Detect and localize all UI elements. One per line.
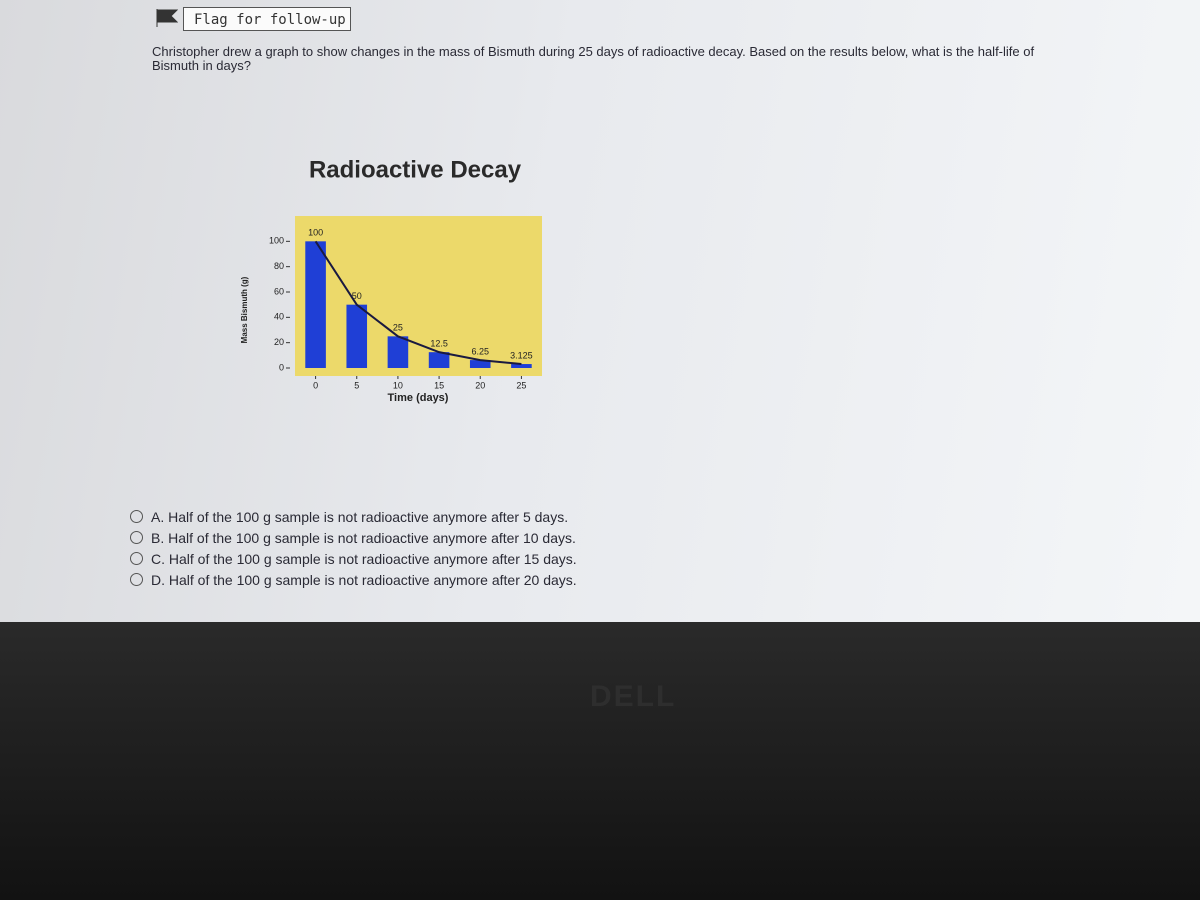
y-tick-label: 100 — [269, 236, 284, 246]
x-tick-label: 5 — [354, 380, 359, 390]
y-tick-label: 20 — [274, 337, 284, 347]
option-text[interactable]: A. Half of the 100 g sample is not radio… — [151, 508, 569, 525]
flag-button[interactable]: Flag for follow-up — [183, 7, 351, 31]
y-axis-title: Mass Bismuth (g) — [240, 276, 249, 343]
chart: Radioactive Decay Time (days) Mass Bismu… — [240, 156, 542, 404]
y-tick-label: 0 — [279, 362, 284, 372]
plot-background — [295, 216, 542, 376]
x-tick-label: 10 — [393, 380, 403, 390]
decay-curve — [314, 240, 522, 366]
brand-logo: DELL — [590, 680, 677, 713]
bar — [305, 241, 326, 368]
radio-button[interactable] — [130, 510, 143, 523]
option-text[interactable]: D. Half of the 100 g sample is not radio… — [151, 571, 577, 588]
chart-title: Radioactive Decay — [309, 156, 522, 183]
options: A. Half of the 100 g sample is not radio… — [130, 506, 577, 590]
data-label: 100 — [308, 228, 323, 238]
x-tick-label: 25 — [516, 380, 526, 390]
data-label: 3.125 — [510, 350, 533, 360]
answer-option[interactable]: A. Half of the 100 g sample is not radio… — [130, 506, 577, 527]
bar — [346, 304, 368, 368]
y-tick-label: 80 — [274, 261, 284, 271]
data-label: 12.5 — [430, 339, 448, 349]
answer-option[interactable]: C. Half of the 100 g sample is not radio… — [130, 548, 577, 569]
bar — [428, 352, 450, 368]
bar — [511, 364, 532, 368]
radio-button[interactable] — [130, 531, 143, 544]
flag-icon — [156, 9, 178, 27]
answer-option[interactable]: B. Half of the 100 g sample is not radio… — [130, 527, 577, 548]
option-text[interactable]: C. Half of the 100 g sample is not radio… — [151, 550, 577, 567]
radio-button[interactable] — [130, 552, 143, 565]
option-text[interactable]: B. Half of the 100 g sample is not radio… — [151, 529, 576, 546]
radio-button[interactable] — [130, 573, 143, 586]
bar — [387, 336, 409, 368]
bar — [469, 360, 491, 368]
laptop-bezel: DELL — [0, 622, 1200, 900]
data-label: 50 — [352, 291, 362, 301]
screen: Flag for follow-up Christopher drew a gr… — [0, 0, 1200, 622]
x-tick-label: 15 — [434, 380, 444, 390]
x-axis-title: Time (days) — [388, 392, 449, 404]
y-tick-label: 40 — [274, 312, 284, 322]
x-tick-label: 0 — [313, 380, 318, 390]
y-tick-label: 60 — [274, 286, 284, 296]
data-label: 6.25 — [471, 346, 489, 356]
data-label: 25 — [393, 323, 403, 333]
answer-option[interactable]: D. Half of the 100 g sample is not radio… — [130, 569, 577, 590]
question: Christopher drew a graph to show changes… — [152, 44, 1035, 73]
x-tick-label: 20 — [475, 380, 485, 390]
